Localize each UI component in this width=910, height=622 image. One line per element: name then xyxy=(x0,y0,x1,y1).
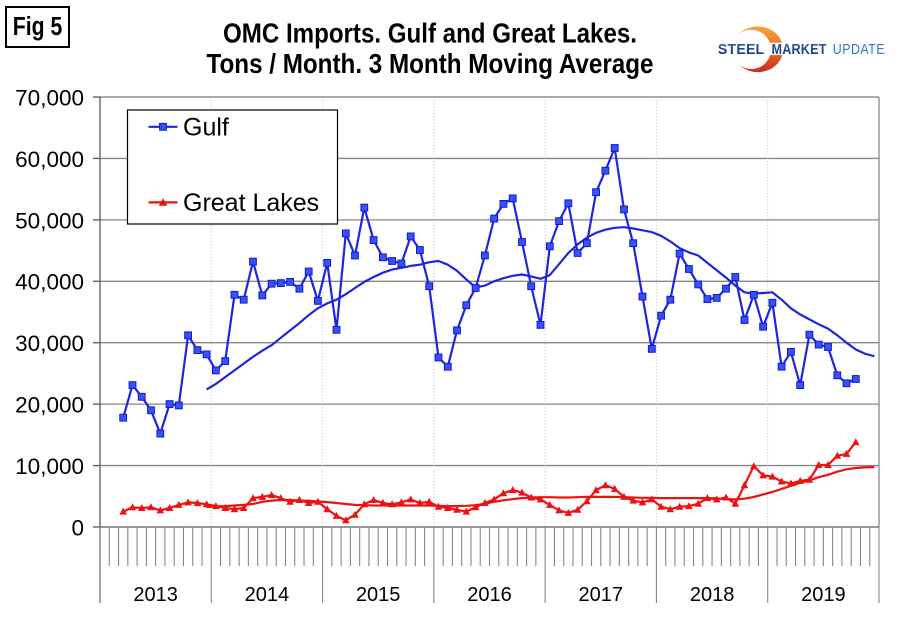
svg-text:30,000: 30,000 xyxy=(15,331,84,356)
svg-text:Great Lakes: Great Lakes xyxy=(183,189,319,217)
svg-text:Gulf: Gulf xyxy=(183,114,229,142)
svg-text:Tons / Month. 3 Month Moving A: Tons / Month. 3 Month Moving Average xyxy=(207,48,654,79)
svg-text:Fig 5: Fig 5 xyxy=(13,13,63,41)
svg-text:2018: 2018 xyxy=(690,584,735,606)
svg-text:2014: 2014 xyxy=(245,584,290,606)
svg-text:20,000: 20,000 xyxy=(15,393,84,418)
svg-text:10,000: 10,000 xyxy=(15,454,84,479)
svg-text:70,000: 70,000 xyxy=(15,85,84,110)
svg-text:2019: 2019 xyxy=(801,584,846,606)
svg-text:OMC Imports. Gulf and Great La: OMC Imports. Gulf and Great Lakes. xyxy=(223,18,637,49)
svg-text:2017: 2017 xyxy=(579,584,624,606)
svg-text:2016: 2016 xyxy=(467,584,512,606)
svg-text:STEEL: STEEL xyxy=(718,41,765,58)
svg-text:MARKET: MARKET xyxy=(772,41,828,58)
svg-text:50,000: 50,000 xyxy=(15,208,84,233)
svg-text:0: 0 xyxy=(71,515,84,540)
svg-text:2013: 2013 xyxy=(133,584,178,606)
svg-text:UPDATE: UPDATE xyxy=(833,41,885,58)
svg-text:2015: 2015 xyxy=(356,584,401,606)
svg-text:60,000: 60,000 xyxy=(15,147,84,172)
svg-text:40,000: 40,000 xyxy=(15,270,84,295)
